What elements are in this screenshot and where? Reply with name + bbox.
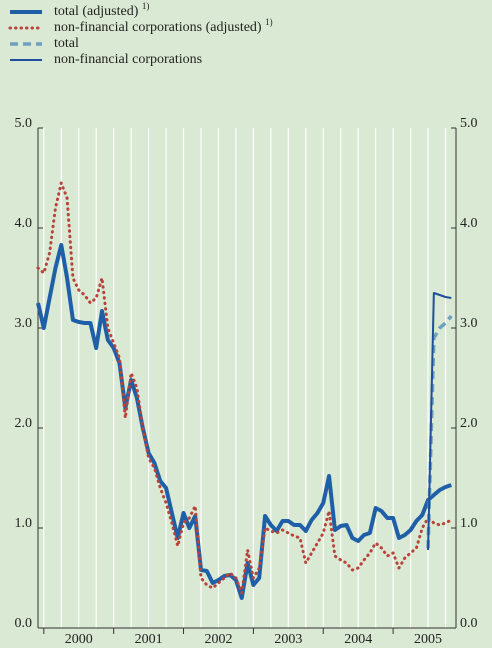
- x-tick-label: 2001: [135, 632, 163, 647]
- legend-name: total: [54, 36, 79, 51]
- legend-name: non-financial corporations: [54, 52, 202, 67]
- legend-label: non-financial corporations (adjusted) 1): [54, 17, 273, 35]
- series-line: [427, 292, 452, 551]
- y-tick-label: 4.0: [15, 216, 33, 231]
- y2-tick-label: 1.0: [460, 516, 478, 531]
- legend-label: non-financial corporations: [54, 52, 202, 67]
- x-tick-label: 2004: [344, 632, 372, 647]
- y2-tick-label: 0.0: [460, 616, 478, 631]
- series-line: [426, 314, 453, 549]
- x-tick-label: 2000: [65, 632, 93, 647]
- legend-label: total (adjusted) 1): [54, 1, 149, 19]
- y2-tick-label: 3.0: [460, 316, 478, 331]
- legend-note: 1): [265, 17, 273, 27]
- x-tick-label: 2005: [414, 632, 442, 647]
- series-line: [36, 243, 452, 600]
- legend-note: 1): [142, 1, 150, 11]
- y-tick-label: 2.0: [15, 416, 33, 431]
- legend-name: total (adjusted): [54, 4, 139, 19]
- legend-label: total: [54, 36, 79, 51]
- x-tick-label: 2003: [274, 632, 302, 647]
- x-tick-label: 2002: [204, 632, 232, 647]
- y-tick-label: 5.0: [15, 116, 33, 131]
- legend-name: non-financial corporations (adjusted): [54, 20, 262, 35]
- y-tick-label: 1.0: [15, 516, 33, 531]
- y2-tick-label: 2.0: [460, 416, 478, 431]
- series-line: [36, 181, 453, 595]
- y-tick-label: 3.0: [15, 316, 33, 331]
- y2-tick-label: 5.0: [460, 116, 478, 131]
- y-tick-label: 0.0: [15, 616, 33, 631]
- y2-tick-label: 4.0: [460, 216, 478, 231]
